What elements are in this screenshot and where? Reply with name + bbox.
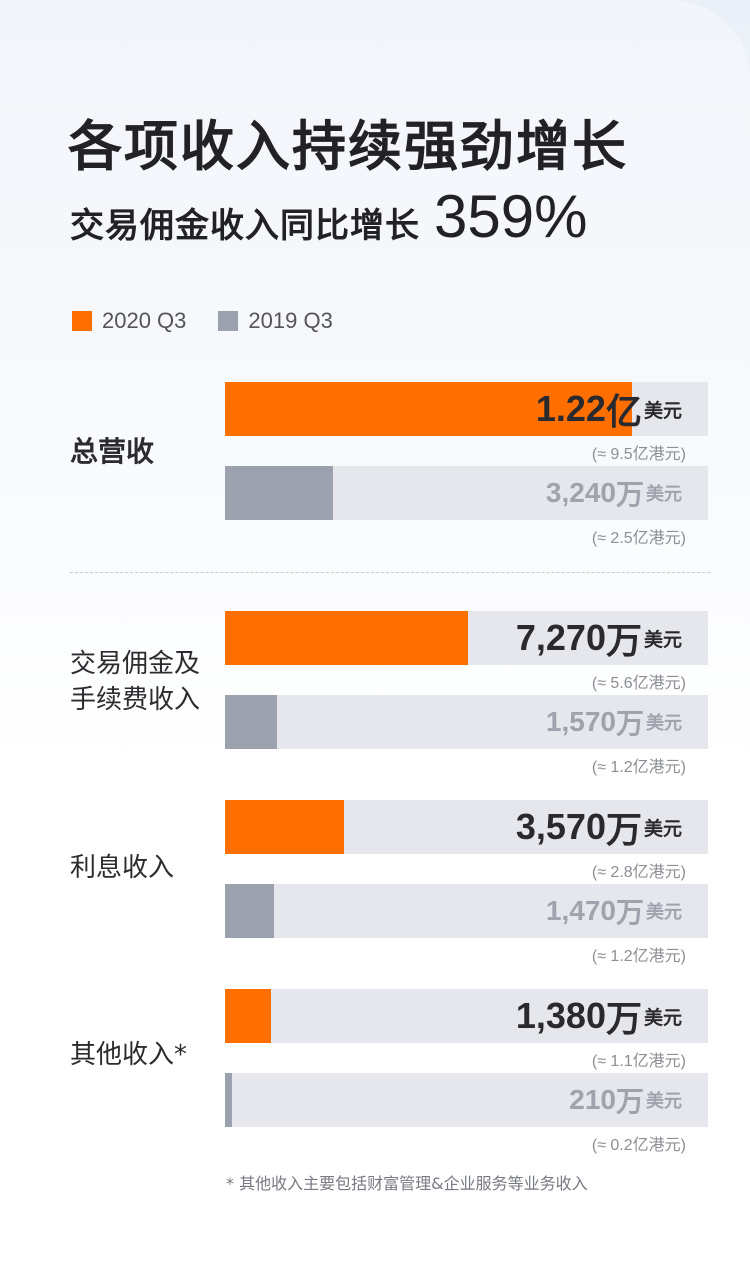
bar-track-previous: 210 万美元 — [225, 1073, 708, 1127]
hkd-equivalent: (≈ 2.8亿港元) — [591, 864, 686, 881]
bar-value-label: 7,270 万美元 — [516, 611, 682, 665]
category-label: 总营收 — [70, 434, 154, 470]
legend-swatch-current — [72, 311, 92, 331]
hkd-equivalent: (≈ 1.2亿港元) — [591, 759, 686, 776]
hkd-equivalent: (≈ 9.5亿港元) — [591, 446, 686, 463]
value-number: 1,570 — [545, 706, 616, 737]
bar-track-current: 3,570 万美元 — [225, 800, 708, 854]
category-label: 利息收入 — [70, 850, 174, 886]
value-unit-currency: 美元 — [643, 400, 682, 422]
value-unit-currency: 美元 — [646, 484, 682, 504]
hkd-equivalent: (≈ 0.2亿港元) — [591, 1137, 686, 1154]
category-label: 其他收入* — [70, 1037, 187, 1073]
legend-item-previous: 2019 Q3 — [218, 308, 333, 334]
legend-swatch-previous — [218, 311, 239, 331]
bar-track-previous: 1,570 万美元 — [225, 695, 708, 749]
value-unit-currency: 美元 — [646, 713, 682, 733]
value-unit-currency: 美元 — [643, 818, 682, 840]
hkd-equivalent: (≈ 5.6亿港元) — [591, 675, 686, 692]
value-number: 3,570 — [515, 806, 606, 847]
bar-value-label: 1.22 亿美元 — [536, 382, 682, 436]
hkd-equivalent: (≈ 1.2亿港元) — [591, 948, 686, 965]
value-unit-magnitude: 万 — [605, 620, 642, 661]
value-unit-magnitude: 万 — [615, 897, 644, 928]
value-unit-magnitude: 万 — [615, 708, 644, 739]
bar-previous — [225, 1073, 232, 1127]
legend: 2020 Q3 2019 Q3 — [72, 308, 365, 334]
growth-percentage: 359% — [434, 183, 588, 250]
bar-value-label: 3,240 万美元 — [546, 466, 682, 520]
bar-track-current: 1.22 亿美元 — [225, 382, 708, 436]
value-unit-currency: 美元 — [646, 902, 682, 922]
bar-value-label: 1,470 万美元 — [546, 884, 682, 938]
category-label-line: 其他收入* — [70, 1040, 188, 1070]
bar-value-label: 210 万美元 — [569, 1073, 682, 1127]
bar-current — [225, 989, 271, 1043]
value-unit-magnitude: 万 — [605, 998, 642, 1039]
bar-track-previous: 3,240 万美元 — [225, 466, 708, 520]
value-number: 1.22 — [535, 388, 606, 429]
subtitle-text: 交易佣金收入同比增长 — [70, 206, 420, 246]
value-number: 3,240 — [545, 477, 616, 508]
value-unit-currency: 美元 — [643, 1007, 682, 1029]
hkd-equivalent: (≈ 1.1亿港元) — [591, 1053, 686, 1070]
hkd-equivalent: (≈ 2.5亿港元) — [591, 530, 686, 547]
section-divider — [70, 572, 710, 573]
value-unit-magnitude: 万 — [605, 809, 642, 850]
legend-item-current: 2020 Q3 — [72, 308, 186, 334]
bar-value-label: 3,570 万美元 — [516, 800, 682, 854]
bar-current — [225, 611, 468, 665]
legend-label-current: 2020 Q3 — [102, 308, 187, 333]
category-label-line: 手续费收入 — [70, 685, 201, 715]
value-number: 1,380 — [515, 995, 606, 1036]
category-label-line: 总营收 — [70, 435, 155, 468]
page-title: 各项收入持续强劲增长 — [68, 115, 628, 178]
subtitle: 交易佣金收入同比增长 359% — [70, 182, 587, 251]
bar-previous — [225, 695, 277, 749]
category-label-line: 交易佣金及 — [70, 649, 201, 679]
bar-track-previous: 1,470 万美元 — [225, 884, 708, 938]
value-number: 1,470 — [545, 895, 616, 926]
value-unit-magnitude: 亿 — [605, 391, 642, 432]
value-unit-magnitude: 万 — [615, 479, 644, 510]
bar-value-label: 1,380 万美元 — [516, 989, 682, 1043]
bar-track-current: 7,270 万美元 — [225, 611, 708, 665]
bar-previous — [225, 884, 274, 938]
value-unit-currency: 美元 — [646, 1091, 682, 1111]
bar-current — [225, 800, 344, 854]
category-label-line: 利息收入 — [70, 853, 175, 883]
value-unit-currency: 美元 — [643, 629, 682, 651]
bar-track-current: 1,380 万美元 — [225, 989, 708, 1043]
legend-label-previous: 2019 Q3 — [248, 308, 333, 333]
bar-value-label: 1,570 万美元 — [546, 695, 682, 749]
value-unit-magnitude: 万 — [615, 1086, 644, 1117]
bar-current — [225, 382, 632, 436]
bar-previous — [225, 466, 333, 520]
category-label: 交易佣金及手续费收入 — [70, 646, 200, 718]
footnote: * 其他收入主要包括财富管理&企业服务等业务收入 — [226, 1174, 588, 1193]
value-number: 210 — [569, 1084, 616, 1115]
value-number: 7,270 — [515, 617, 606, 658]
